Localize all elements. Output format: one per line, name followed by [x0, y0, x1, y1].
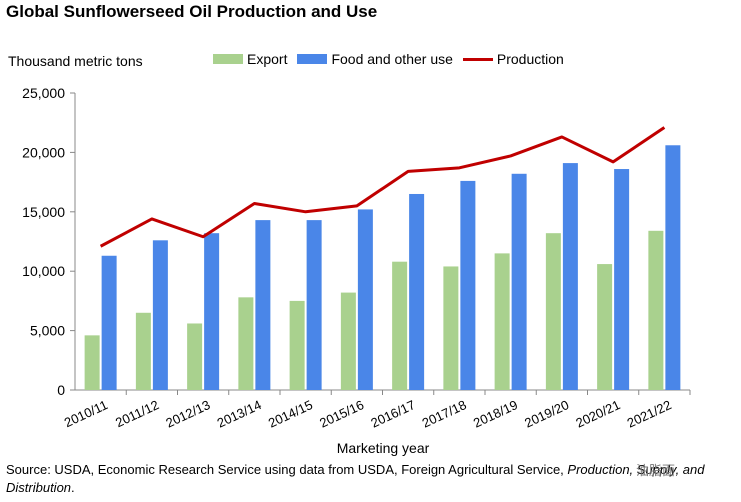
x-tick-label: 2019/20 [522, 397, 571, 430]
bar-export [187, 323, 203, 390]
x-tick-label: 2017/18 [420, 397, 469, 430]
x-tick-label: 2020/21 [573, 397, 622, 430]
bar-food [255, 220, 271, 390]
bar-food [357, 209, 373, 390]
bar-food [614, 169, 630, 390]
chart-title: Global Sunflowerseed Oil Production and … [6, 2, 378, 21]
bar-export [494, 253, 510, 390]
bar-export [392, 261, 408, 390]
source-note: Source: USDA, Economic Research Service … [6, 461, 736, 497]
bar-food [152, 240, 168, 390]
x-tick-label: 2016/17 [368, 397, 417, 430]
bar-food [665, 145, 681, 390]
source-suffix: . [71, 480, 75, 495]
bar-export [545, 233, 561, 390]
source-prefix: Source: USDA, Economic Research Service … [6, 462, 564, 477]
x-tick-label: 2021/22 [625, 397, 674, 430]
x-tick-label: 2012/13 [163, 397, 212, 430]
bar-food [460, 180, 476, 390]
bar-food [511, 173, 527, 390]
bar-export [648, 230, 664, 390]
source-italic: Production, Supply, and Distribution [6, 462, 705, 495]
y-tick-label: 20,000 [22, 144, 65, 160]
bar-export [135, 312, 151, 390]
legend-label-export: Export [247, 51, 288, 67]
y-tick-label: 15,000 [22, 204, 65, 220]
x-axis-label: Marketing year [337, 440, 430, 456]
y-tick-label: 25,000 [22, 85, 65, 101]
legend: Export Food and other use Production [213, 51, 574, 67]
legend-swatch-export [213, 54, 243, 64]
y-axis-label: Thousand metric tons [8, 53, 143, 69]
legend-swatch-production [462, 57, 493, 61]
watermark: 油脂面 [636, 463, 676, 478]
x-tick-label: 2010/11 [62, 397, 110, 430]
bar-export [597, 264, 613, 390]
bar-food [562, 163, 578, 390]
y-tick-label: 10,000 [22, 263, 65, 279]
bar-export [289, 300, 305, 390]
legend-label-production: Production [496, 51, 564, 67]
y-tick-label: 0 [57, 382, 65, 398]
bar-food [306, 220, 322, 390]
bar-food [409, 193, 425, 390]
legend-item-production: Production [462, 51, 564, 67]
legend-item-export: Export [213, 51, 287, 67]
x-tick-label: 2014/15 [266, 397, 315, 430]
legend-item-food: Food and other use [297, 51, 453, 67]
y-tick-label: 5,000 [30, 323, 65, 339]
legend-label-food: Food and other use [331, 51, 453, 67]
bar-export [340, 292, 356, 390]
x-tick-label: 2018/19 [471, 397, 520, 430]
bar-export [84, 335, 100, 390]
x-tick-label: 2011/12 [113, 397, 161, 430]
legend-swatch-food [297, 54, 328, 64]
bar-export [443, 266, 459, 390]
bar-export [238, 297, 254, 390]
x-tick-label: 2013/14 [215, 397, 264, 430]
bar-food [204, 233, 220, 390]
bar-food [101, 255, 117, 390]
line-production [99, 126, 666, 248]
x-tick-label: 2015/16 [317, 397, 366, 430]
